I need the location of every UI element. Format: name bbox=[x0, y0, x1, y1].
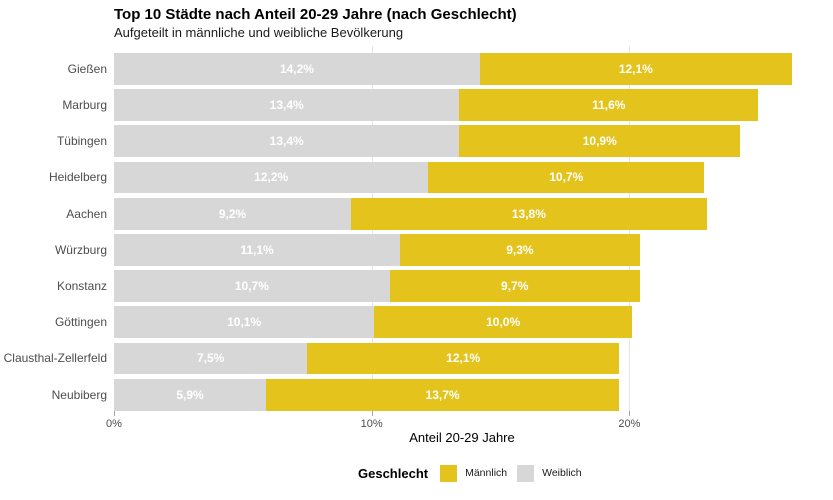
x-tick-label: 0% bbox=[106, 418, 122, 430]
bar-segment-weiblich: 13,4% bbox=[114, 89, 460, 121]
bar-value-label: 13,8% bbox=[511, 206, 546, 221]
bar-segment-maennlich: 9,3% bbox=[400, 234, 640, 266]
chart-subtitle: Aufgeteilt in männliche und weibliche Be… bbox=[114, 25, 404, 40]
bar-segment-maennlich: 9,7% bbox=[389, 270, 640, 302]
bar-segment-weiblich: 10,1% bbox=[114, 306, 375, 339]
bar-value-label: 14,2% bbox=[279, 61, 314, 76]
category-label: Tübingen bbox=[56, 134, 107, 149]
x-axis-title: Anteil 20-29 Jahre bbox=[409, 430, 515, 445]
bar-segment-maennlich: 13,8% bbox=[351, 197, 707, 230]
category-label: Konstanz bbox=[56, 279, 107, 294]
category-label: Neubiberg bbox=[51, 387, 107, 402]
bar-segment-maennlich: 13,7% bbox=[266, 378, 620, 411]
bar-value-label: 7,5% bbox=[196, 351, 225, 366]
category-label: Würzburg bbox=[54, 242, 107, 257]
legend: Geschlecht Männlich Weiblich bbox=[358, 456, 592, 490]
x-tick-label: 20% bbox=[618, 418, 641, 430]
category-label: Marburg bbox=[62, 98, 107, 113]
legend-label-maennlich: Männlich bbox=[465, 467, 508, 479]
bar-segment-weiblich: 5,9% bbox=[114, 378, 267, 411]
bar-value-label: 10,9% bbox=[582, 134, 617, 149]
bar-value-label: 13,4% bbox=[269, 134, 304, 149]
bar-value-label: 11,1% bbox=[240, 242, 274, 257]
bar-value-label: 9,2% bbox=[218, 206, 247, 221]
bar-value-label: 5,9% bbox=[176, 387, 204, 402]
x-tick-mark bbox=[371, 411, 373, 416]
bar-value-label: 9,3% bbox=[506, 242, 534, 257]
bar-segment-weiblich: 9,2% bbox=[114, 197, 352, 230]
bar-value-label: 12,1% bbox=[618, 61, 653, 76]
bar-value-label: 10,7% bbox=[549, 170, 584, 185]
bar-segment-maennlich: 10,7% bbox=[428, 161, 705, 194]
bar-value-label: 12,1% bbox=[446, 351, 481, 366]
legend-label-weiblich: Weiblich bbox=[542, 467, 582, 479]
bar-value-label: 9,7% bbox=[501, 279, 529, 294]
category-label: Clausthal-Zellerfeld bbox=[3, 351, 107, 366]
bar-segment-maennlich: 12,1% bbox=[307, 342, 620, 375]
legend-swatch-maennlich bbox=[440, 464, 458, 482]
bar-value-label: 13,4% bbox=[269, 98, 304, 113]
category-label: Aachen bbox=[66, 206, 107, 221]
bar-value-label: 11,6% bbox=[592, 98, 626, 113]
bar-segment-maennlich: 12,1% bbox=[479, 53, 792, 85]
x-tick-label: 10% bbox=[360, 418, 383, 430]
bar-segment-maennlich: 10,9% bbox=[459, 125, 741, 158]
bar-value-label: 13,7% bbox=[425, 387, 460, 402]
bar-value-label: 10,7% bbox=[234, 279, 269, 294]
chart-title: Top 10 Städte nach Anteil 20-29 Jahre (n… bbox=[114, 6, 517, 23]
bar-value-label: 12,2% bbox=[254, 170, 289, 185]
bar-segment-weiblich: 14,2% bbox=[114, 53, 480, 85]
x-tick-mark bbox=[629, 411, 631, 416]
category-label: Gießen bbox=[67, 61, 107, 76]
bar-segment-maennlich: 10,0% bbox=[374, 306, 632, 339]
bar-value-label: 10,1% bbox=[227, 315, 262, 330]
x-tick-mark bbox=[114, 411, 115, 416]
legend-title: Geschlecht bbox=[358, 465, 429, 481]
bar-segment-weiblich: 11,1% bbox=[114, 234, 401, 266]
category-label: Heidelberg bbox=[48, 170, 107, 185]
bar-segment-weiblich: 13,4% bbox=[114, 125, 460, 158]
bar-segment-weiblich: 12,2% bbox=[114, 161, 429, 194]
bar-segment-weiblich: 7,5% bbox=[114, 342, 308, 375]
category-label: Göttingen bbox=[54, 315, 107, 330]
legend-swatch-weiblich bbox=[517, 464, 535, 482]
bar-segment-maennlich: 11,6% bbox=[459, 89, 759, 121]
bar-segment-weiblich: 10,7% bbox=[114, 270, 390, 302]
bar-value-label: 10,0% bbox=[486, 315, 521, 330]
